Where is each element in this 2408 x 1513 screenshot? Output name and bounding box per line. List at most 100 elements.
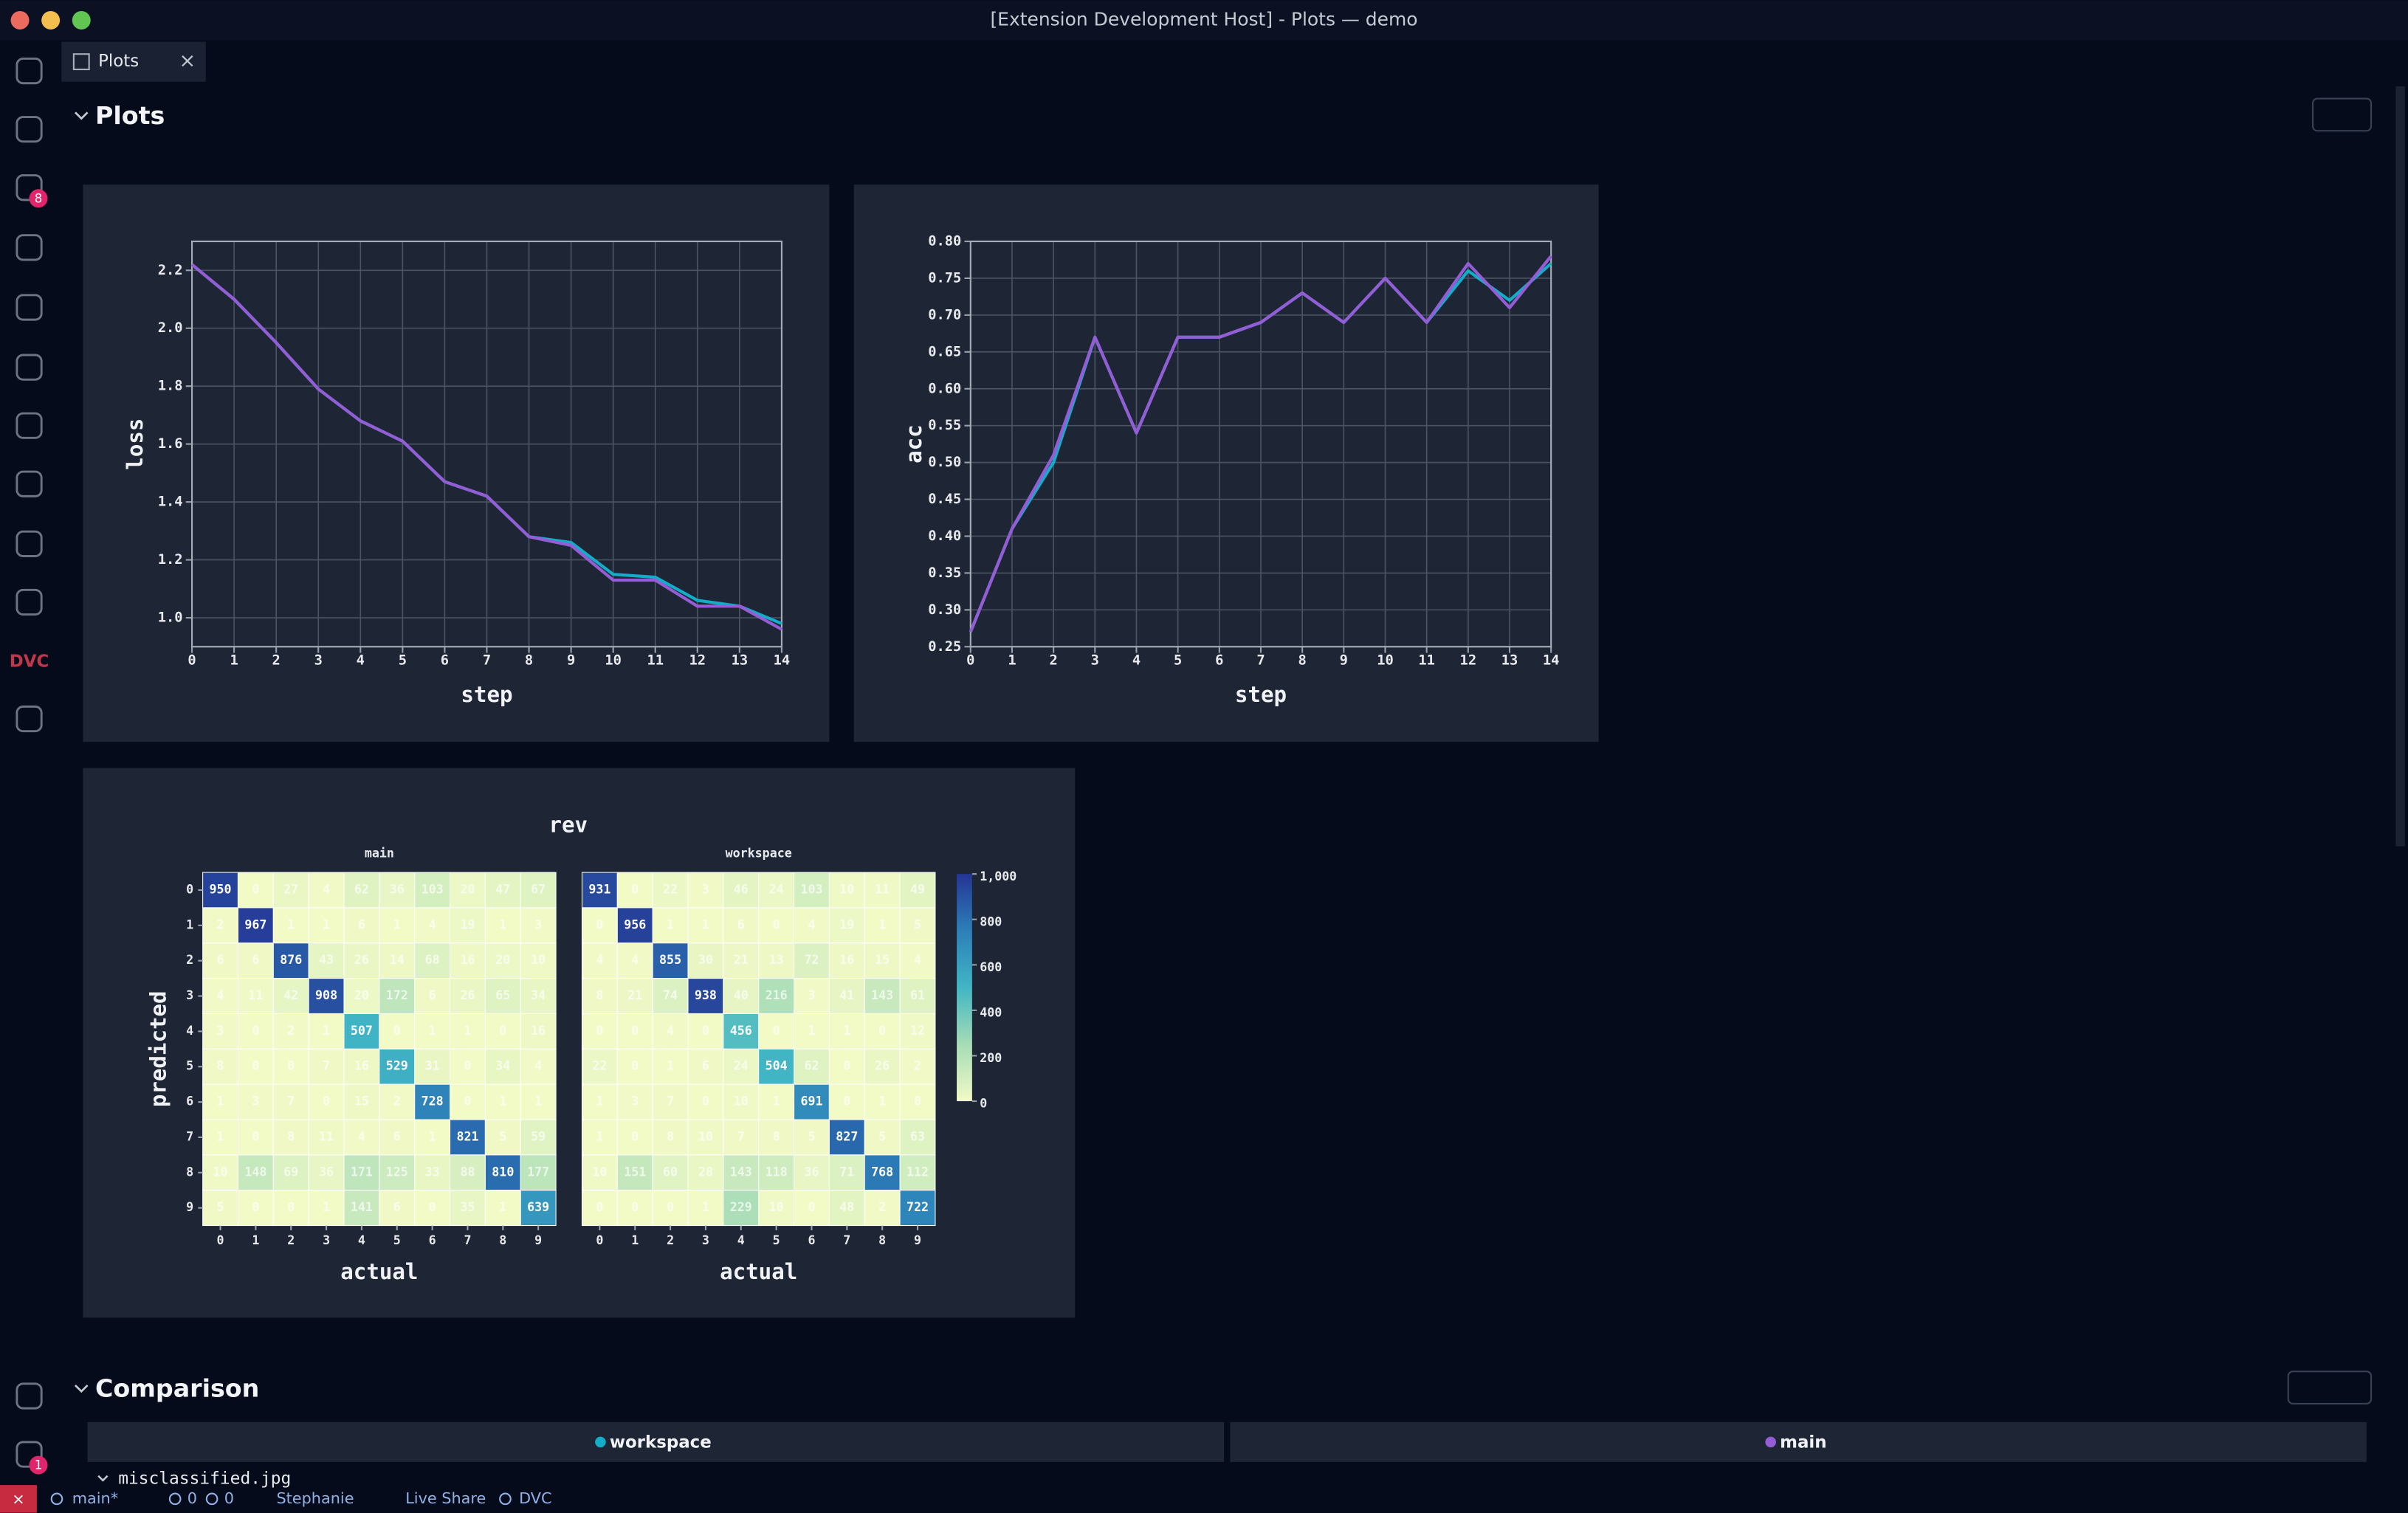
cell-label: 0 [914,1095,921,1109]
heatmap-cell [202,1154,238,1191]
x-tick-label: 12 [1460,652,1477,668]
colorbar-tick-label: 200 [980,1051,1002,1065]
activity-icon[interactable] [16,174,43,201]
heatmap-cell [308,1154,345,1191]
x-tick-label: 8 [499,1233,506,1247]
activity-icon[interactable] [16,58,43,85]
heatmap-cell [484,1119,521,1156]
cell-label: 26 [460,988,475,1002]
status-dvc[interactable]: DVC [519,1489,551,1507]
section-title[interactable]: Comparison [95,1374,259,1403]
x-tick-label: 2 [1049,652,1057,668]
x-tick-label: 6 [808,1233,815,1247]
activity-icon[interactable] [16,116,43,143]
heatmap-cell [581,1048,618,1085]
status-branch[interactable]: main* [72,1489,118,1507]
heatmap-cell [343,1083,380,1120]
heatmap-cell [899,907,936,944]
plot-frame [969,240,1552,648]
activity-icon[interactable] [16,1441,43,1468]
comparison-column-header[interactable] [1230,1421,2367,1462]
y-tick-label: 0 [186,882,193,896]
y-tick-label: 0.55 [928,418,961,433]
remote-icon[interactable]: × [12,1490,24,1508]
cell-label: 125 [386,1165,408,1179]
tab-close[interactable]: × [179,49,196,72]
cell-label: 20 [354,988,369,1002]
x-tick-label: 7 [464,1233,471,1247]
plots-toolbar[interactable] [2311,97,2373,132]
cell-label: 10 [698,1129,713,1143]
status-user[interactable]: Stephanie [276,1489,354,1507]
heatmap-cell [687,942,724,979]
cell-label: 22 [663,882,678,896]
comparison-column-name[interactable]: workspace [610,1433,712,1452]
cell-label: 691 [800,1095,822,1109]
tab-label[interactable]: Plots [98,52,139,71]
cell-label: 103 [422,882,444,896]
tab[interactable] [61,41,206,82]
x-tick-label: 9 [914,1233,921,1247]
cell-label: 11 [875,882,890,896]
heatmap-cell [723,1190,760,1227]
heatmap-cell [484,942,521,979]
cell-label: 3 [252,1095,259,1109]
x-tick-label: 6 [441,652,449,668]
status-icon [499,1492,512,1506]
remote-indicator[interactable] [0,1485,37,1513]
scrollbar[interactable] [2395,86,2405,847]
comparison-toolbar[interactable] [2287,1371,2373,1405]
activity-dvc-label[interactable]: DVC [10,652,49,672]
heatmap-cell [687,1119,724,1156]
y-tick-label: 1 [186,917,193,931]
comparison-row-label[interactable]: misclassified.jpg [118,1469,291,1488]
heatmap-cell [450,1190,486,1227]
activity-icon[interactable] [16,354,43,381]
status-warnings[interactable]: 0 [224,1489,234,1507]
cell-label: 0 [702,1095,709,1109]
status-icon [168,1492,182,1506]
cell-label: 0 [702,1024,709,1038]
cell-label: 6 [217,953,224,967]
cell-label: 24 [734,1059,749,1073]
cell-label: 216 [766,988,788,1002]
maximize-button[interactable] [72,10,91,30]
heatmap-cell [828,1083,865,1120]
cell-label: 4 [596,953,603,967]
cell-label: 141 [351,1200,373,1214]
activity-icon[interactable] [16,294,43,321]
y-axis-label: predicted [145,990,171,1107]
cell-label: 6 [252,953,259,967]
close-button[interactable] [10,10,30,30]
cell-label: 42 [283,988,298,1002]
activity-icon[interactable] [16,412,43,439]
y-tick-label: 0.35 [928,565,961,581]
heatmap-cell [308,872,345,909]
y-tick-label: 0.40 [928,528,961,544]
status-live-share[interactable]: Live Share [405,1489,486,1507]
heatmap-cell [343,1048,380,1085]
cell-label: 6 [429,988,436,1002]
comparison-column-name[interactable]: main [1780,1433,1826,1452]
status-errors[interactable]: 0 [188,1489,197,1507]
heatmap-cell [414,1083,451,1120]
activity-icon[interactable] [16,530,43,557]
heatmap-cell [379,1119,416,1156]
comparison-column-header[interactable] [87,1421,1225,1462]
heatmap-cell [272,978,309,1014]
cell-label: 1 [773,1095,780,1109]
activity-icon[interactable] [16,470,43,497]
cell-label: 967 [244,917,266,931]
cell-label: 22 [592,1059,607,1073]
activity-icon[interactable] [16,588,43,616]
section-title[interactable]: Plots [95,101,165,130]
cell-label: 43 [319,953,334,967]
activity-icon[interactable] [16,705,43,733]
activity-icon[interactable] [16,1382,43,1410]
minimize-button[interactable] [41,10,61,30]
colorbar-tick-label: 800 [980,914,1002,928]
heatmap-cell [237,1119,274,1156]
activity-icon[interactable] [16,234,43,261]
x-tick-label: 14 [774,652,791,668]
y-tick-label: 2.0 [158,320,183,336]
